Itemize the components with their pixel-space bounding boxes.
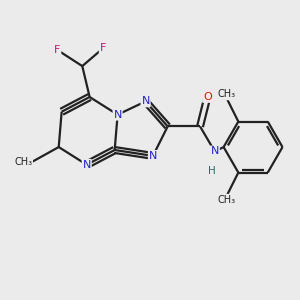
Text: CH₃: CH₃ <box>218 195 236 205</box>
Text: F: F <box>54 45 60 55</box>
Text: N: N <box>82 160 91 170</box>
Text: N: N <box>113 110 122 120</box>
Text: F: F <box>100 44 106 53</box>
Text: CH₃: CH₃ <box>218 89 236 100</box>
Text: N: N <box>211 146 219 157</box>
Text: H: H <box>208 166 216 176</box>
Text: O: O <box>203 92 212 102</box>
Text: N: N <box>141 96 150 106</box>
Text: CH₃: CH₃ <box>14 157 32 167</box>
Text: N: N <box>149 151 157 161</box>
